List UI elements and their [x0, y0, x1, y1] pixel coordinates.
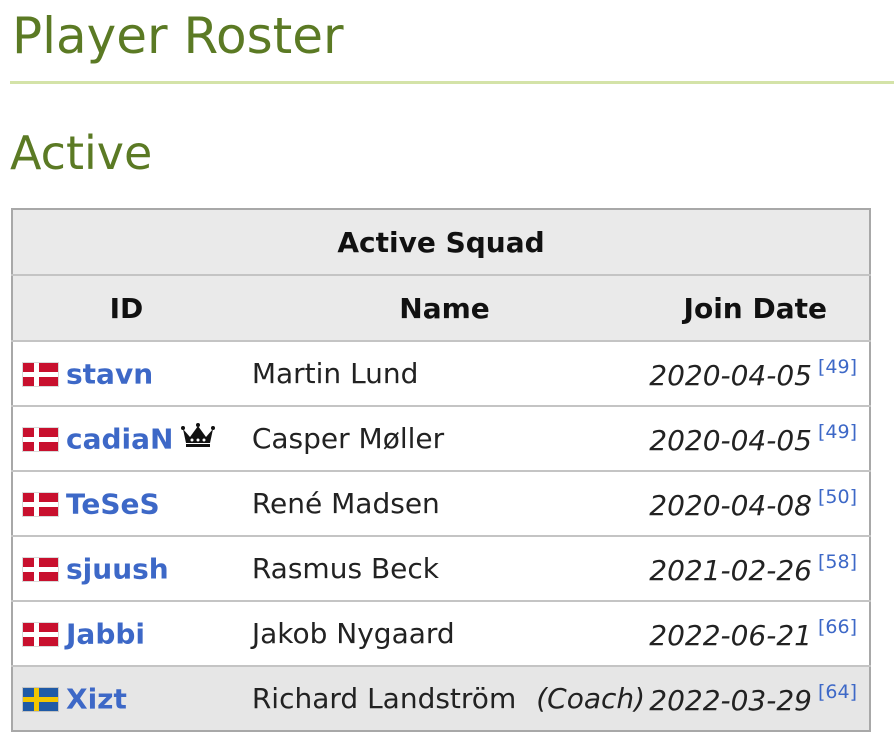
- column-header-id: ID: [12, 275, 240, 342]
- player-link-xizt[interactable]: Xizt: [66, 682, 127, 716]
- join-date: 2020-04-05: [649, 423, 812, 457]
- denmark-flag-icon: [23, 492, 58, 516]
- table-row: TeSeS René Madsen 2020-04-08 [50]: [12, 471, 870, 537]
- player-name-cell: Richard Landström (Coach): [239, 666, 650, 731]
- join-date: 2022-06-21: [649, 618, 812, 652]
- join-date-cell: 2020-04-08 [50]: [649, 471, 870, 537]
- sweden-flag-icon: [23, 687, 58, 711]
- player-link-stavn[interactable]: stavn: [66, 357, 154, 391]
- column-header-name: Name: [239, 275, 650, 342]
- player-id-cell: TeSeS: [12, 471, 240, 537]
- player-name: Rasmus Beck: [239, 536, 650, 602]
- title-divider: [10, 81, 894, 84]
- player-link-jabbi[interactable]: Jabbi: [66, 617, 145, 651]
- player-link-cadian[interactable]: cadiaN: [66, 422, 174, 456]
- table-row: sjuush Rasmus Beck 2021-02-26 [58]: [12, 536, 870, 602]
- reference-link[interactable]: [58]: [817, 550, 857, 573]
- join-date-cell: 2021-02-26 [58]: [649, 536, 870, 602]
- table-caption-row: Active Squad: [12, 209, 870, 276]
- player-name: Martin Lund: [239, 341, 650, 407]
- page-title: Player Roster: [12, 7, 344, 65]
- player-id-cell: Jabbi: [12, 601, 240, 667]
- player-id-cell: Xizt: [12, 666, 240, 731]
- table-row: cadiaN Casper Møller 2020-04-05 [49]: [12, 406, 870, 472]
- join-date-cell: 2022-03-29 [64]: [649, 666, 870, 731]
- denmark-flag-icon: [23, 622, 58, 646]
- reference-link[interactable]: [64]: [817, 680, 857, 703]
- join-date: 2020-04-05: [649, 358, 812, 392]
- reference-link[interactable]: [66]: [817, 615, 857, 638]
- column-header-join-date: Join Date: [649, 275, 870, 342]
- player-id-cell: stavn: [12, 341, 240, 407]
- section-title-active: Active: [10, 126, 153, 180]
- table-caption: Active Squad: [12, 209, 870, 276]
- denmark-flag-icon: [23, 557, 58, 581]
- table-row: stavn Martin Lund 2020-04-05 [49]: [12, 341, 870, 407]
- player-id-cell: cadiaN: [12, 406, 240, 472]
- player-name: René Madsen: [239, 471, 650, 537]
- table-row: Jabbi Jakob Nygaard 2022-06-21 [66]: [12, 601, 870, 667]
- table-row-coach: Xizt Richard Landström (Coach) 2022-03-29…: [12, 666, 870, 731]
- join-date: 2021-02-26: [649, 553, 812, 587]
- denmark-flag-icon: [23, 362, 58, 386]
- player-name: Richard Landström: [251, 682, 517, 715]
- column-header-row: ID Name Join Date: [12, 275, 870, 342]
- player-link-sjuush[interactable]: sjuush: [66, 552, 169, 586]
- player-name: Casper Møller: [239, 406, 650, 472]
- join-date: 2020-04-08: [649, 488, 812, 522]
- denmark-flag-icon: [23, 427, 58, 451]
- join-date-cell: 2020-04-05 [49]: [649, 406, 870, 472]
- active-squad-table: Active Squad ID Name Join Date stavn Mar…: [11, 208, 871, 732]
- player-name: Jakob Nygaard: [239, 601, 650, 667]
- join-date-cell: 2022-06-21 [66]: [649, 601, 870, 667]
- crown-icon: [181, 422, 216, 456]
- player-link-teses[interactable]: TeSeS: [66, 487, 160, 521]
- player-id-cell: sjuush: [12, 536, 240, 602]
- reference-link[interactable]: [50]: [817, 485, 857, 508]
- join-date-cell: 2020-04-05 [49]: [649, 341, 870, 407]
- reference-link[interactable]: [49]: [817, 355, 857, 378]
- coach-label: (Coach): [536, 682, 646, 715]
- join-date: 2022-03-29: [649, 683, 812, 717]
- reference-link[interactable]: [49]: [817, 420, 857, 443]
